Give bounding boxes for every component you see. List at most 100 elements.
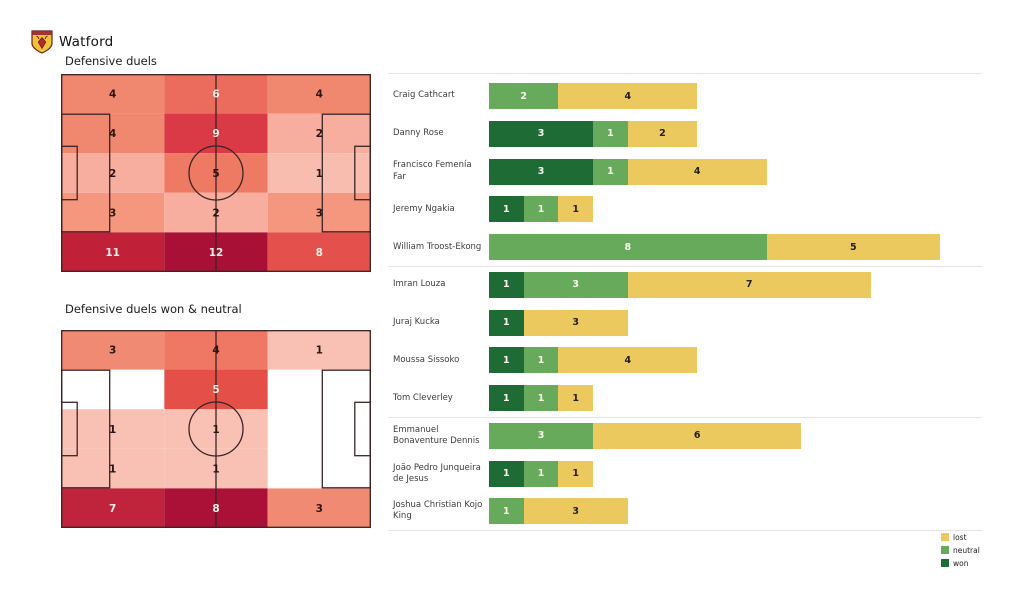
heatmap2-title: Defensive duels won & neutral [65, 302, 242, 316]
goal-box-left [61, 401, 78, 457]
bar-segment-neutral: 1 [593, 120, 628, 147]
group-separator-line [388, 73, 982, 74]
bar-segment-won: 1 [489, 196, 524, 223]
bar-segment-lost: 5 [766, 234, 941, 261]
bar-segment-won: 1 [489, 460, 524, 487]
bar-segment-lost: 1 [558, 196, 594, 223]
group-separator-line [388, 265, 982, 267]
legend-item-won: won [941, 557, 1016, 569]
center-circle-line [188, 401, 244, 457]
heatmap-cell-value: 8 [316, 247, 323, 259]
legend-label: lost [953, 532, 967, 542]
heatmap-cell-value: 1 [316, 168, 323, 180]
bar-segment-won: 3 [489, 158, 594, 185]
bar-segment-lost: 3 [523, 498, 628, 525]
heatmap-cell-r1c0 [61, 113, 165, 154]
bar-segment-lost: 4 [558, 83, 698, 109]
player-label: Tom Cleverley [393, 392, 453, 403]
heatmap1-title: Defensive duels [65, 54, 157, 68]
bar-segment-lost: 1 [558, 460, 594, 487]
legend-label: won [953, 558, 969, 568]
player-label: Craig Cathcart [393, 90, 455, 101]
bar-segment-neutral: 1 [593, 158, 628, 185]
heatmap-cell-r0c2 [267, 74, 371, 114]
heatmap-cell-value: 1 [212, 424, 219, 436]
legend-item-neutral: neutral [941, 544, 1016, 556]
heatmap-cell-value: 7 [109, 503, 116, 515]
group-separator-line [388, 530, 982, 532]
legend-item-lost: lost [941, 531, 1016, 543]
heatmap-cell-r0c0 [61, 74, 165, 114]
bar-segment-neutral: 8 [489, 234, 767, 261]
heatmap-cell-value: 1 [316, 345, 323, 357]
heatmap-cell-r4c2 [267, 232, 371, 272]
heatmap-cell-r3c0 [61, 192, 165, 233]
bar-segment-won: 3 [489, 120, 594, 147]
heatmap-cell-value: 11 [105, 247, 120, 259]
heatmap-cell-value: 3 [109, 345, 116, 357]
heatmap-cell-r3c2 [267, 192, 371, 233]
bar-segment-neutral: 1 [523, 460, 559, 487]
heatmap-cell-value: 1 [109, 424, 116, 436]
bar-segment-lost: 4 [627, 158, 767, 185]
crest-band [32, 31, 52, 35]
group-separator-line [388, 417, 982, 419]
legend-swatch-won [941, 559, 949, 567]
bar-segment-neutral: 1 [523, 385, 559, 412]
heatmap-cell-value: 6 [212, 89, 219, 101]
bar-segment-neutral: 1 [489, 498, 524, 525]
bar-segment-neutral: 3 [489, 422, 594, 449]
defensive-duels-won-neutral-heatmap-svg: 3 4 1 5 1 1 1 1 7 8 3 [61, 330, 371, 528]
chart-legend: lost neutral won [941, 531, 1016, 570]
defensive-duels-heatmap-svg: 4 6 4 4 9 2 2 5 1 3 2 3 11 12 8 [61, 74, 371, 272]
crest-antlers [36, 35, 48, 40]
heatmap-cell-value: 9 [212, 128, 219, 140]
player-label: Emmanuel Bonaventure Dennis [393, 424, 480, 446]
heatmap-cell-value: 2 [316, 128, 323, 140]
heatmap-cell-value: 3 [316, 503, 323, 515]
heatmap-cell-r2c2 [267, 153, 371, 193]
player-label: Danny Rose [393, 128, 444, 139]
player-label: Juraj Kucka [393, 317, 440, 328]
heatmap-cell-value: 2 [109, 168, 116, 180]
bar-segment-won: 1 [489, 347, 524, 374]
crest-hart [37, 37, 47, 50]
bar-segment-lost: 1 [558, 385, 594, 412]
heatmap-cell-value: 1 [109, 463, 116, 475]
player-label: Francisco Femenía Far [393, 160, 472, 182]
heatmap-cell-r1c2 [267, 113, 371, 154]
heatmap-cell-value: 8 [212, 503, 219, 515]
heatmap-cell-r0c0 [61, 330, 165, 370]
heatmap-cell-r2c0 [61, 153, 165, 193]
player-duels-bar-chart: Craig Cathcart 2 4 Danny Rose 3 1 2 Francisco F… [388, 60, 984, 572]
bar-segment-lost: 4 [558, 347, 698, 374]
heatmap-cell-value: 3 [316, 207, 323, 219]
heatmap-cell-r0c2 [267, 330, 371, 370]
heatmap-cell-r4c0 [61, 488, 165, 528]
heatmap-defensive-duels: 4 6 4 4 9 2 2 5 1 3 2 3 11 12 8 [61, 74, 371, 272]
team-name: Watford [59, 34, 114, 50]
bar-segment-won: 1 [489, 385, 524, 412]
bar-segment-lost: 7 [627, 271, 871, 298]
player-label: Joshua Christian Kojo King [393, 500, 483, 522]
heatmap-cell-value: 3 [109, 207, 116, 219]
heatmap-cell-r3c0 [61, 448, 165, 489]
center-circle-line [188, 145, 244, 201]
heatmap-cell-value: 1 [212, 463, 219, 475]
legend-swatch-lost [941, 533, 949, 541]
heatmap-cell-value: 4 [212, 345, 219, 357]
bar-segment-neutral: 3 [523, 271, 628, 298]
bar-segment-won: 1 [489, 271, 524, 298]
bar-segment-lost: 2 [627, 120, 698, 147]
penalty-box-right [321, 369, 371, 489]
heatmap-cell-value: 4 [109, 128, 116, 140]
heatmap-cell-r4c2 [267, 488, 371, 528]
heatmap-cell-value: 4 [109, 89, 116, 101]
heatmap-cell-value: 5 [212, 384, 219, 396]
goal-box-right [354, 401, 371, 457]
heatmap-cell-value: 12 [209, 247, 224, 259]
bar-segment-won: 1 [489, 309, 524, 336]
bar-segment-lost: 6 [593, 422, 802, 449]
bar-segment-neutral: 2 [489, 83, 559, 109]
